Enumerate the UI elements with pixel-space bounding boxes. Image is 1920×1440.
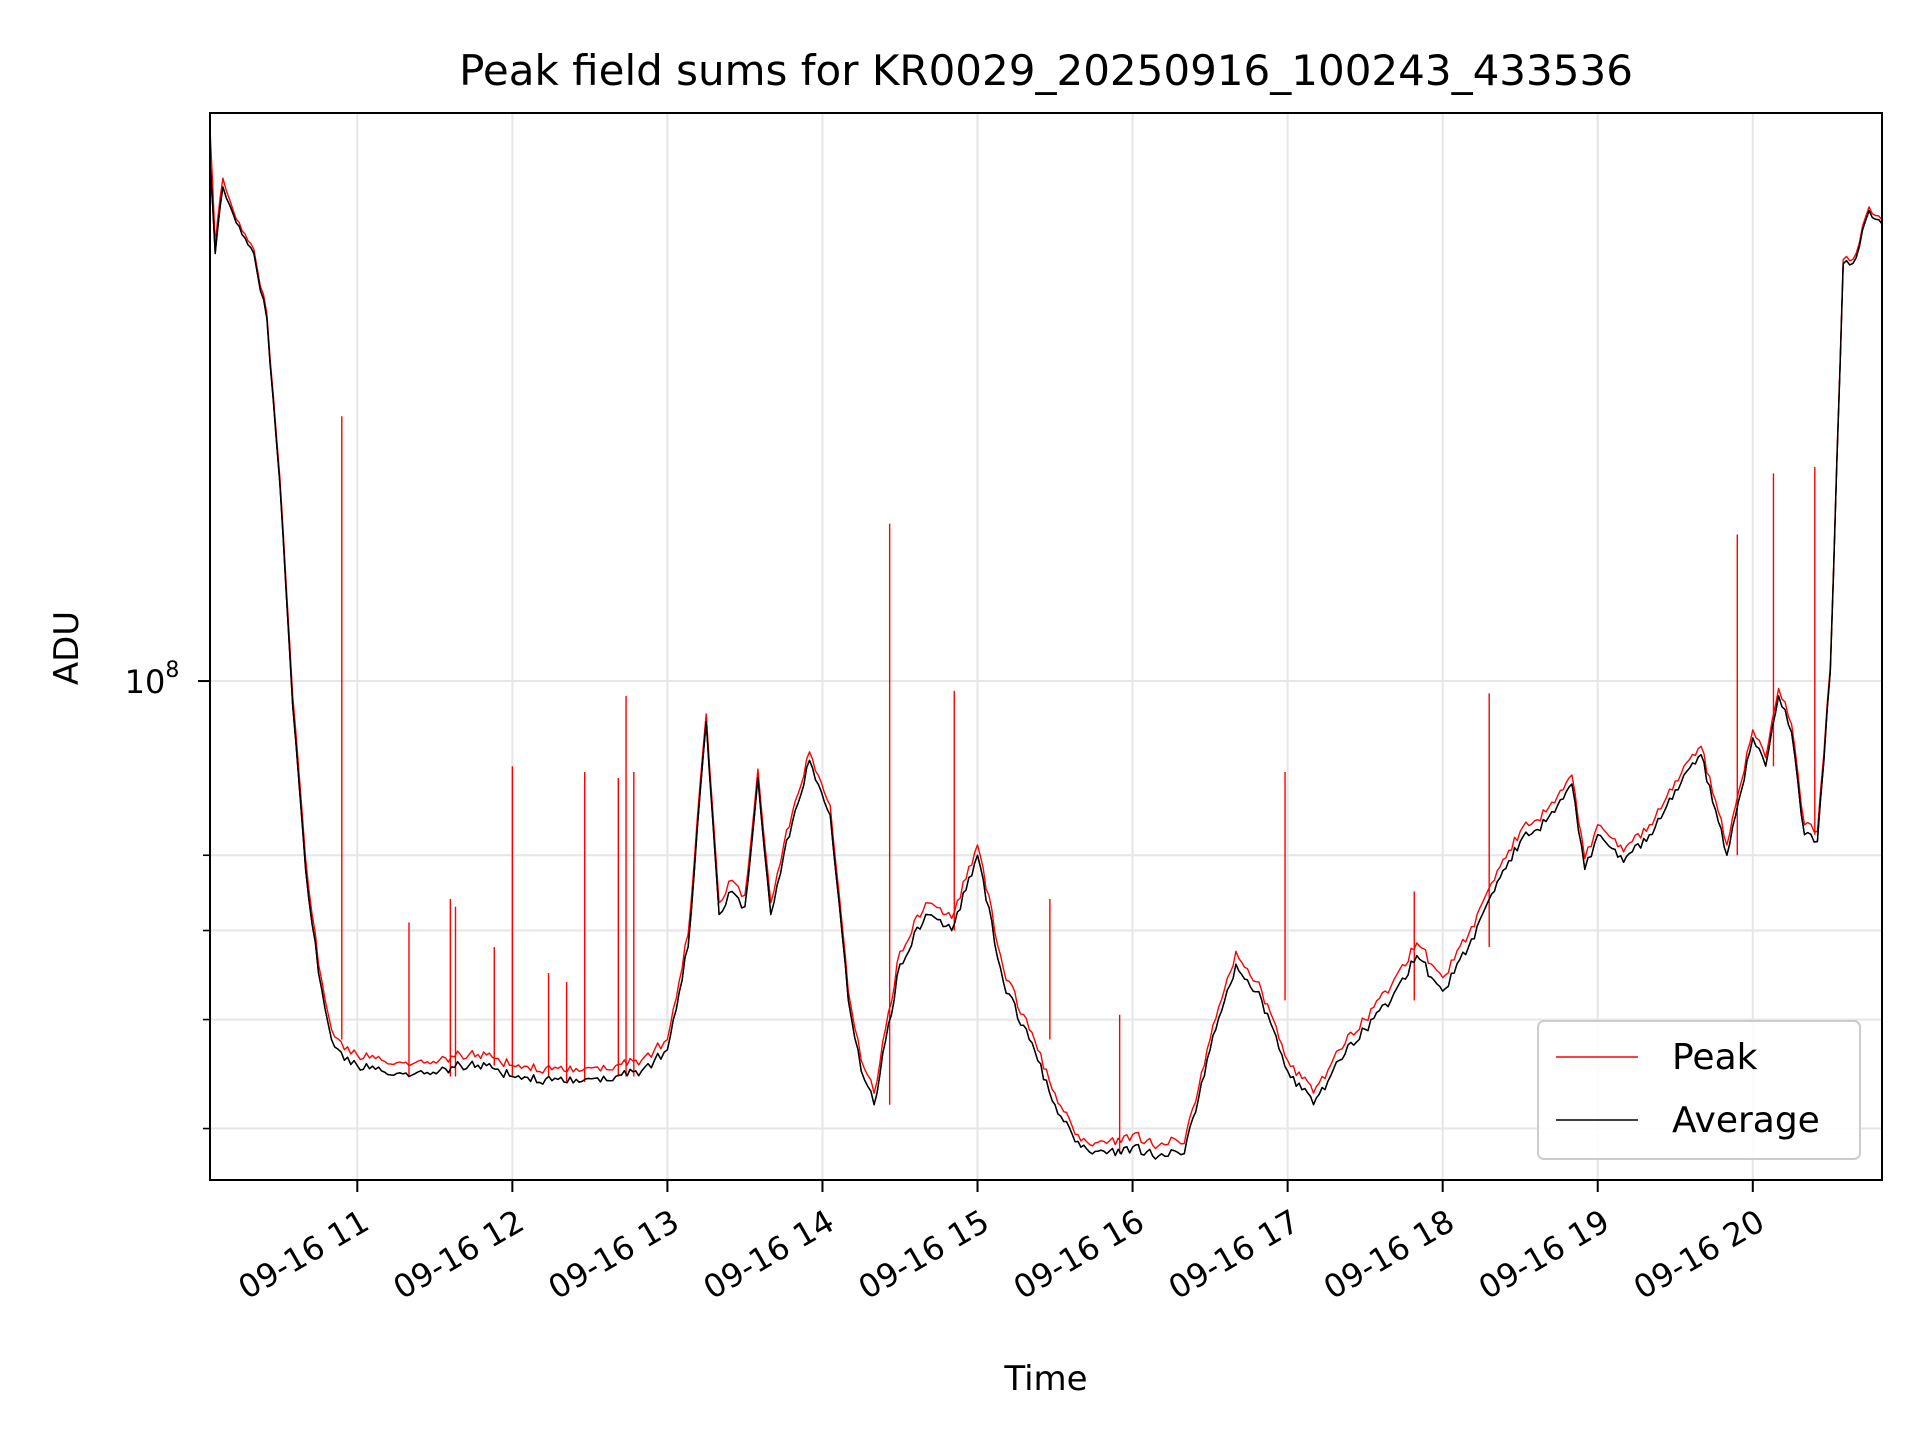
legend-label-average: Average [1672, 1100, 1820, 1141]
series-line-peak [209, 128, 1883, 1150]
y-axis-label: ADU [47, 611, 87, 685]
chart-title: Peak field sums for KR0029_20250916_1002… [459, 46, 1633, 95]
y-tick-label-base: 10 [125, 663, 166, 701]
grid [210, 113, 1882, 1180]
legend-label-peak: Peak [1672, 1037, 1758, 1078]
plot-frame [209, 112, 1883, 1181]
legend: Peak Average [1537, 1020, 1861, 1160]
y-tick-label-exponent: 8 [165, 658, 179, 683]
x-axis-label: Time [1003, 1359, 1087, 1399]
legend-box [1537, 1020, 1861, 1160]
y-tick-label: 108 [125, 658, 180, 701]
plot-area [209, 128, 1883, 1160]
series-line-average-overlay [209, 161, 1883, 1160]
